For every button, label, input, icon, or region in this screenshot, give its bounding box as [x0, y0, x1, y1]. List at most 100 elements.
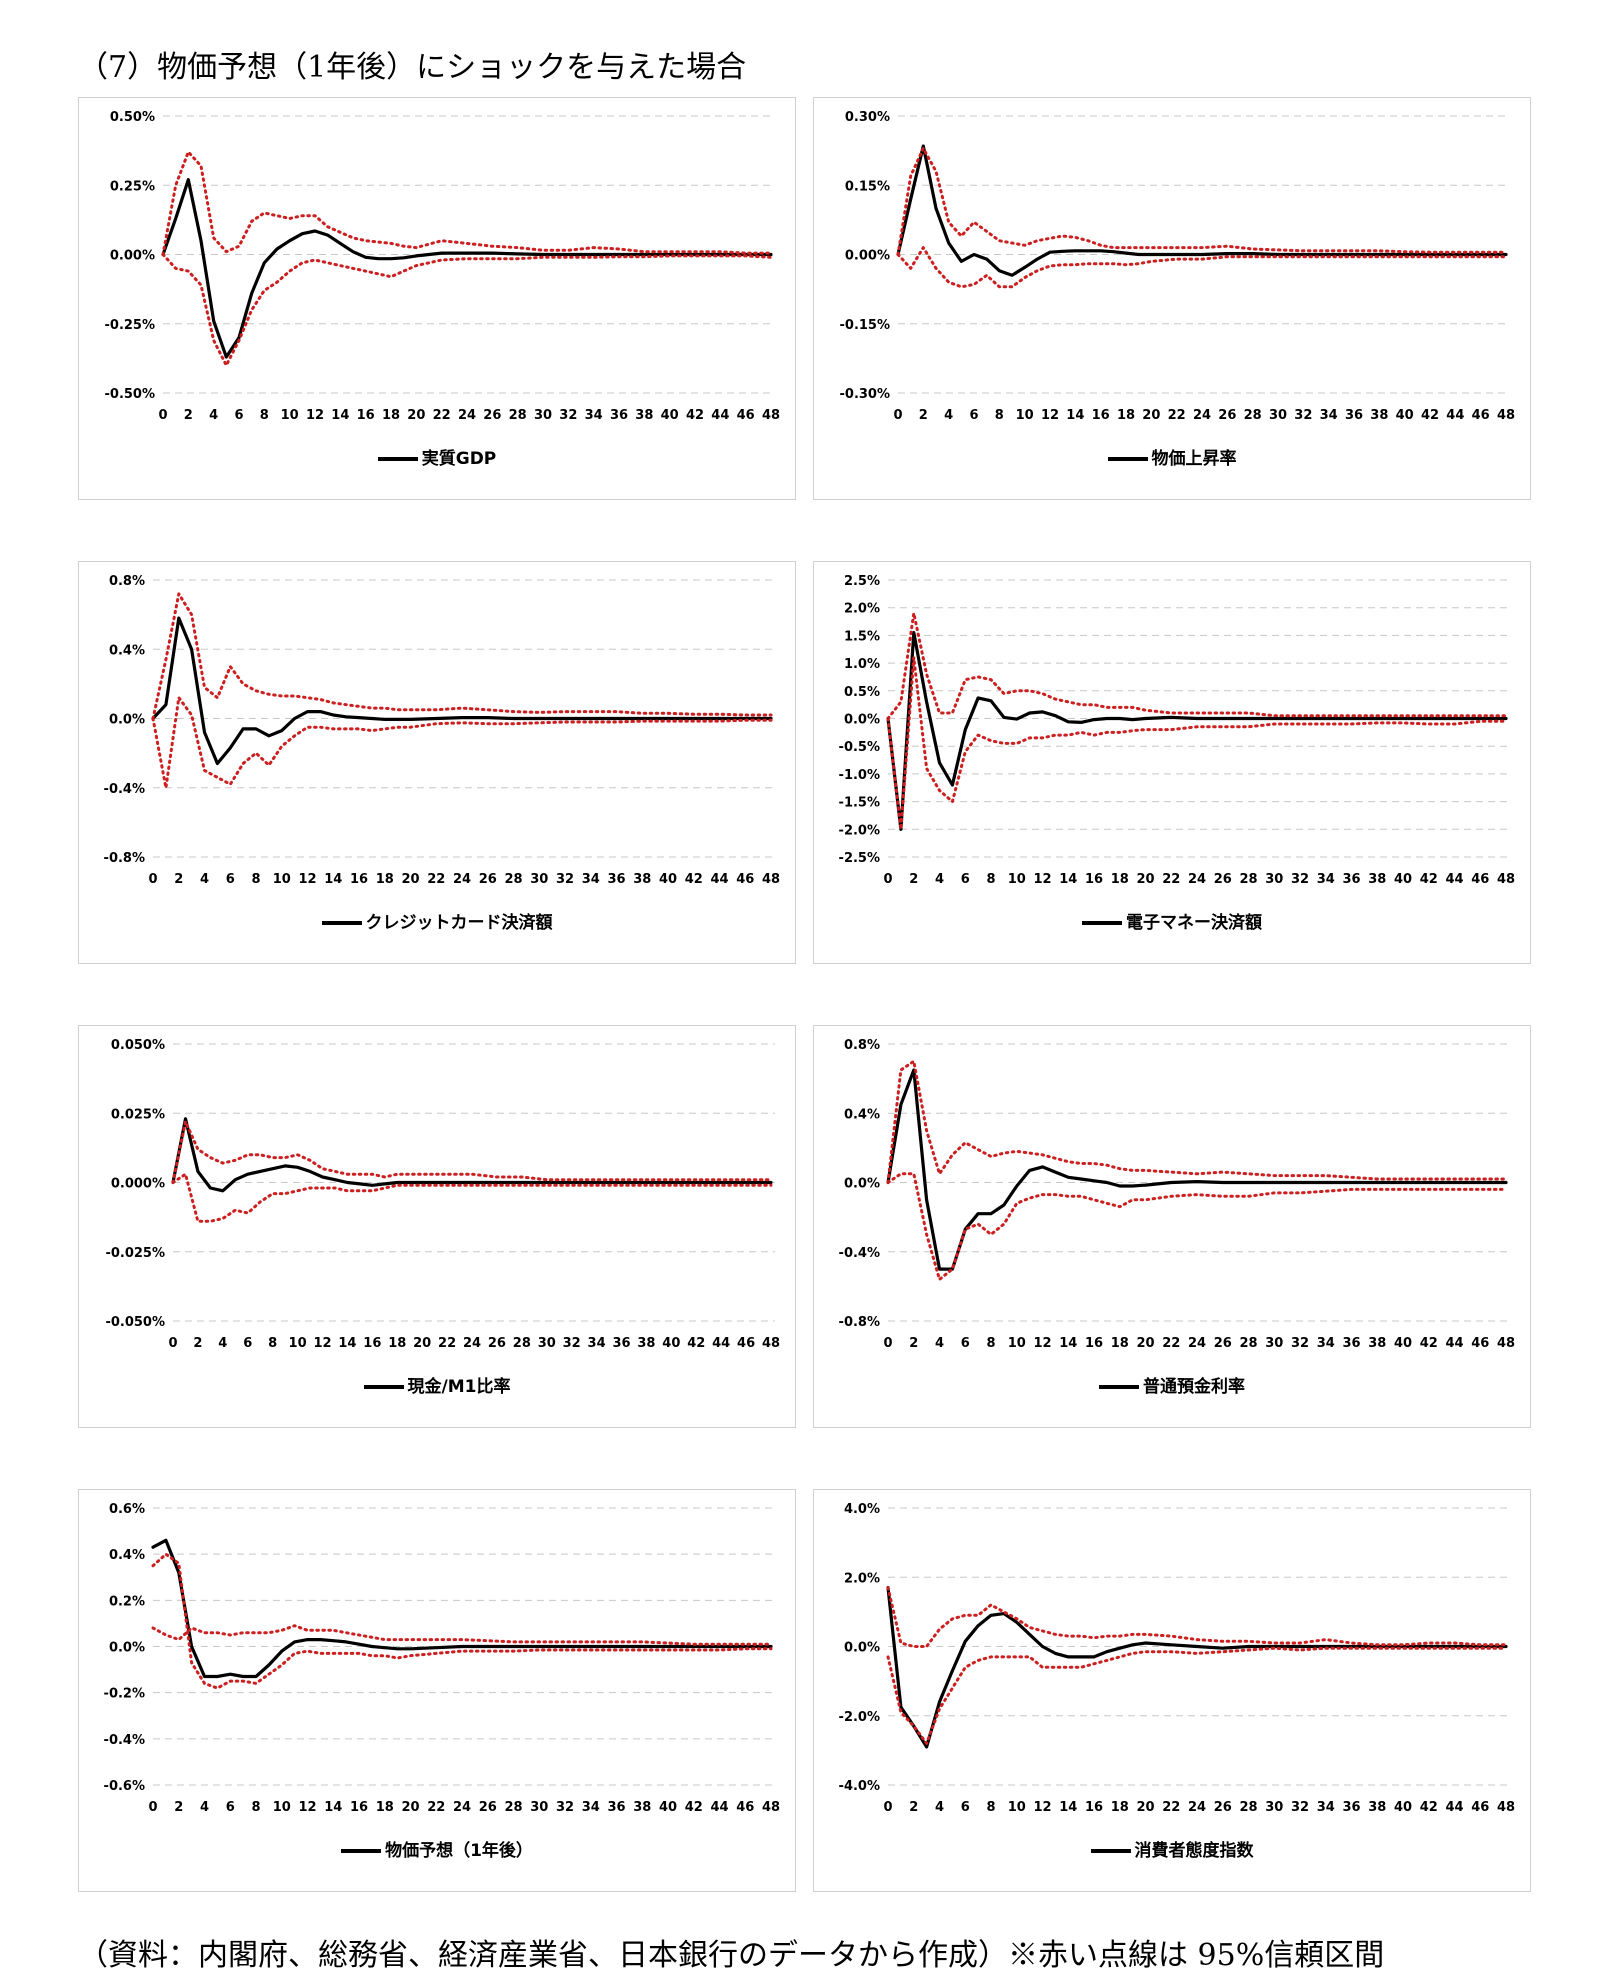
x-tick-label: 0	[893, 408, 902, 423]
x-tick-label: 0	[168, 1336, 177, 1351]
x-tick-label: 12	[313, 1336, 331, 1351]
chart-legend: 普通預金利率	[814, 1372, 1530, 1397]
x-tick-label: 46	[736, 872, 754, 887]
y-tick-label: -0.15%	[840, 318, 891, 333]
y-tick-label: 0.8%	[109, 574, 145, 589]
x-tick-label: 18	[1111, 872, 1129, 887]
legend-line-swatch	[1090, 1849, 1131, 1853]
y-tick-label: -2.0%	[839, 1710, 880, 1725]
y-tick-label: -0.025%	[105, 1246, 165, 1261]
x-tick-label: 12	[1033, 872, 1051, 887]
upper-band-line	[886, 1586, 1508, 1648]
lower-band-line	[886, 1646, 1508, 1745]
x-tick-label: 38	[1370, 408, 1388, 423]
x-tick-label: 42	[685, 1800, 703, 1815]
x-tick-label: 16	[357, 408, 375, 423]
x-tick-label: 2	[909, 872, 918, 887]
x-tick-label: 22	[438, 1336, 456, 1351]
x-tick-label: 38	[637, 1336, 655, 1351]
x-tick-label: 10	[1008, 872, 1026, 887]
x-tick-label: 18	[388, 1336, 406, 1351]
x-tick-label: 4	[218, 1336, 227, 1351]
x-tick-label: 2	[909, 1800, 918, 1815]
x-tick-label: 34	[1317, 872, 1335, 887]
y-tick-label: 0.025%	[111, 1107, 165, 1122]
y-tick-label: -0.050%	[105, 1315, 165, 1330]
x-tick-label: 10	[289, 1336, 307, 1351]
legend-line-swatch	[1082, 921, 1122, 925]
x-tick-label: 34	[582, 1800, 600, 1815]
x-tick-label: 36	[612, 1336, 630, 1351]
x-tick-label: 14	[338, 1336, 356, 1351]
chart-legend: 実質GDP	[79, 444, 795, 469]
x-tick-label: 44	[1445, 1800, 1463, 1815]
x-tick-label: 46	[1471, 1336, 1489, 1351]
x-tick-label: 22	[427, 872, 445, 887]
x-tick-label: 4	[935, 1336, 944, 1351]
chart-legend: クレジットカード決済額	[79, 908, 795, 933]
x-tick-label: 14	[324, 872, 342, 887]
y-tick-label: 0.0%	[844, 1641, 880, 1656]
x-tick-label: 42	[1420, 1336, 1438, 1351]
x-tick-label: 36	[610, 408, 628, 423]
chart-panel: 4.0% 2.0% 0.0% -2.0% -4.0% 0 2 4 6 8 10 12 14 16 18 20 2…	[813, 1489, 1531, 1892]
x-tick-label: 6	[234, 408, 243, 423]
y-tick-label: -2.0%	[839, 823, 880, 838]
x-tick-label: 4	[944, 408, 953, 423]
y-tick-label: 0.0%	[844, 713, 880, 728]
x-tick-label: 10	[1008, 1800, 1026, 1815]
x-tick-label: 44	[1446, 408, 1464, 423]
x-tick-label: 36	[607, 872, 625, 887]
y-tick-label: 4.0%	[844, 1502, 880, 1517]
x-tick-label: 12	[1041, 408, 1059, 423]
x-tick-label: 8	[251, 1800, 260, 1815]
x-tick-label: 30	[530, 1800, 548, 1815]
x-tick-label: 24	[453, 872, 471, 887]
x-tick-label: 26	[1214, 1800, 1232, 1815]
y-tick-label: 0.15%	[845, 179, 890, 194]
chart-svg: 0.8%0.4%0.0%-0.4%-0.8%0 2 4 6 8 10 12 14 16 18 20 2…	[839, 1038, 1516, 1351]
upper-band-line	[171, 1120, 773, 1184]
x-tick-label: 36	[1345, 408, 1363, 423]
y-tick-label: -0.6%	[104, 1779, 145, 1794]
x-tick-label: 0	[148, 1800, 157, 1815]
legend-label: 普通預金利率	[1143, 1377, 1245, 1397]
y-tick-label: 2.5%	[844, 574, 880, 589]
chart-svg: 4.0%2.0%0.0%-2.0%-4.0%0 2 4 6 8 10 12 14 16 18 20 2…	[839, 1502, 1516, 1815]
chart-svg: 2.5% 2.0% 1.5% 1.0% 0.5% 0.0% -0.5% -1.0% -1.5% -…	[839, 574, 1516, 887]
chart-legend: 電子マネー決済額	[814, 908, 1530, 933]
x-tick-label: 40	[661, 408, 679, 423]
x-tick-label: 18	[1117, 408, 1135, 423]
x-tick-label: 2	[919, 408, 928, 423]
x-tick-label: 30	[1265, 872, 1283, 887]
y-tick-label: 0.0%	[109, 1641, 145, 1656]
legend-line-swatch	[1099, 1385, 1139, 1389]
x-tick-label: 30	[534, 408, 552, 423]
x-tick-label: 46	[737, 1336, 755, 1351]
x-tick-label: 42	[687, 1336, 705, 1351]
y-tick-label: 0.25%	[110, 179, 155, 194]
x-tick-label: 16	[1092, 408, 1110, 423]
x-tick-label: 34	[588, 1336, 606, 1351]
x-tick-label: 10	[273, 872, 291, 887]
x-tick-label: 10	[1008, 1336, 1026, 1351]
x-tick-label: 6	[226, 872, 235, 887]
x-tick-label: 26	[483, 408, 501, 423]
y-tick-label: 0.30%	[845, 110, 890, 125]
upper-band-line	[896, 146, 1508, 256]
legend-line-swatch	[341, 1849, 382, 1853]
x-tick-label: 24	[458, 408, 476, 423]
response-line	[886, 1585, 1508, 1749]
x-tick-label: 46	[1471, 872, 1489, 887]
chart-legend: 消費者態度指数	[814, 1836, 1530, 1861]
legend-line-swatch	[377, 457, 418, 461]
x-tick-label: 26	[1218, 408, 1236, 423]
legend-label: クレジットカード決済額	[365, 913, 553, 933]
x-tick-label: 22	[1162, 1336, 1180, 1351]
y-tick-label: 1.5%	[844, 629, 880, 644]
x-tick-label: 48	[762, 872, 780, 887]
x-tick-label: 28	[509, 408, 527, 423]
x-tick-label: 36	[1342, 1336, 1360, 1351]
x-tick-label: 30	[538, 1336, 556, 1351]
legend-label: 電子マネー決済額	[1126, 913, 1262, 933]
